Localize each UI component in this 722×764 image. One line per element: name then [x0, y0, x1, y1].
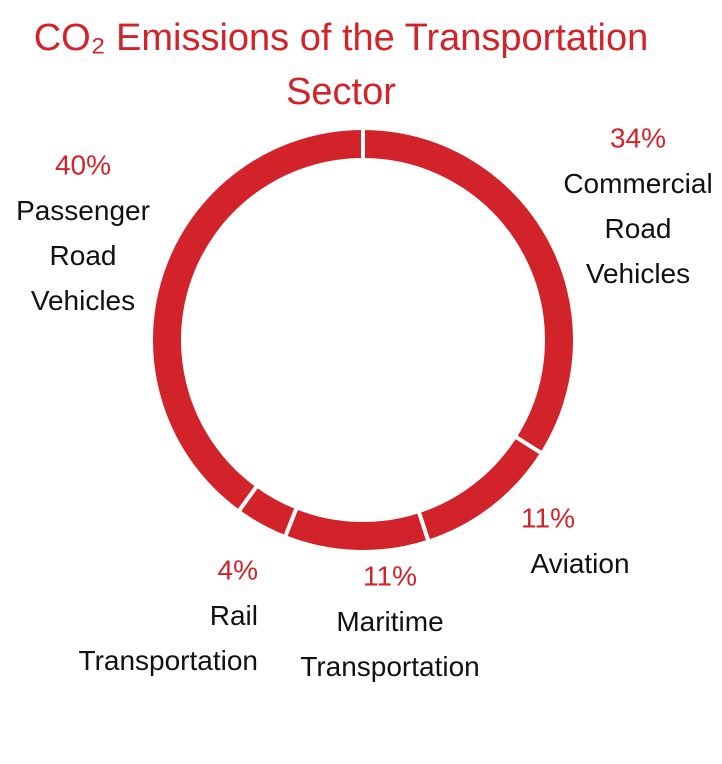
category-label: Maritime Transportation: [300, 606, 480, 682]
value-label: 4%: [218, 554, 258, 585]
donut-segment: [361, 125, 577, 457]
value-label: 11%: [363, 560, 417, 591]
value-label: 11%: [521, 502, 575, 533]
value-label: 34%: [610, 122, 666, 153]
category-label: Aviation: [530, 548, 629, 579]
donut-segment: [149, 125, 365, 515]
category-label: Rail Transportation: [79, 600, 259, 676]
value-label: 40%: [55, 149, 111, 180]
category-label: Commercial Road Vehicles: [563, 168, 712, 289]
category-label: Passenger Road Vehicles: [16, 195, 150, 316]
chart-title: CO₂ Emissions of the Transportation Secto…: [34, 17, 649, 113]
donut-segment: [282, 504, 432, 554]
